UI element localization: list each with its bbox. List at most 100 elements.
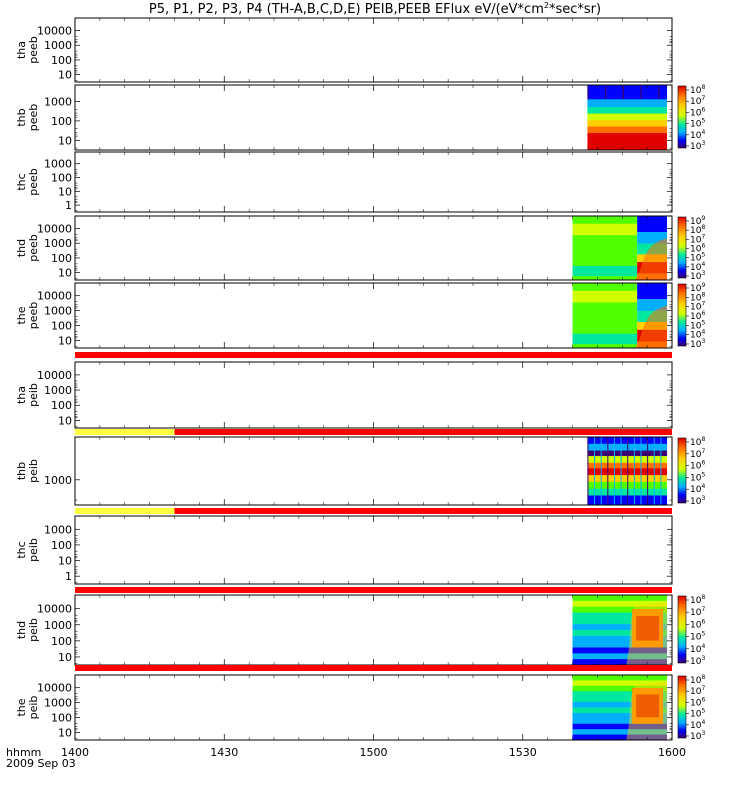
y-tick-label: 1000 (44, 384, 72, 397)
panel-probe-label: thc (15, 541, 28, 558)
panel-product-label: peeb (27, 104, 40, 132)
panel-probe-label: thb (15, 108, 28, 126)
colorbar-tick-label: 105 (690, 319, 705, 331)
colorbar (677, 595, 687, 664)
colorbar (677, 85, 687, 149)
colorbar-tick-label: 107 (690, 95, 705, 107)
spectrum-cell (640, 86, 642, 100)
y-tick-label: 100 (51, 320, 72, 333)
y-tick-label: 1 (65, 570, 72, 583)
spectrum-cell (572, 734, 668, 741)
y-tick-label: 1000 (44, 39, 72, 52)
spectrum-cell (572, 680, 668, 687)
spectrum-cell (587, 133, 668, 151)
panel-frame (74, 151, 673, 213)
spectrum-cell (572, 696, 668, 703)
spectrum-cell (637, 283, 668, 300)
x-tick-label: 1400 (61, 746, 89, 759)
spectrum-cell (596, 86, 598, 100)
colorbar-tick-label: 103 (690, 495, 705, 507)
y-tick-label: 100 (51, 172, 72, 185)
colorbar-tick-label: 104 (690, 261, 705, 273)
panel-product-label: peeb (27, 234, 40, 262)
spectrum-cell (572, 702, 668, 708)
panel-product-label: peeb (27, 36, 40, 64)
y-tick-label: 10000 (37, 369, 72, 382)
x-tick-label: 1500 (360, 746, 388, 759)
panel-product-label: peeb (27, 302, 40, 330)
flag-segment-red (174, 508, 672, 514)
spectrum-cell (649, 86, 651, 100)
panel-thc-peib: 1000 100 10 1 thc peib (15, 515, 673, 585)
colorbar (677, 437, 687, 504)
spectrum-cell (587, 99, 668, 108)
colorbar-tick-label: 108 (690, 594, 705, 606)
panel-product-label: peib (27, 538, 40, 562)
y-tick-label: 10000 (37, 290, 72, 303)
spectrum-cell (572, 223, 638, 236)
spectrum-cell (594, 437, 596, 505)
panel-frame (74, 84, 673, 151)
y-tick-label: 100 (51, 115, 72, 128)
spectrum-cell (627, 437, 629, 505)
colorbar-tick-label: 107 (690, 685, 705, 697)
colorbar-tick-label: 106 (690, 696, 705, 708)
spectrum-cell (587, 120, 668, 128)
flag-bar (75, 508, 672, 514)
colorbar-tick-label: 104 (690, 129, 705, 141)
y-tick-label: 1000 (44, 474, 72, 487)
spectrum-cell (605, 86, 607, 100)
y-tick-label: 1000 (44, 697, 72, 710)
y-tick-label: 10 (58, 267, 72, 280)
colorbar-tick-label: 107 (690, 448, 705, 460)
y-tick-label: 10 (58, 555, 72, 568)
panel-product-label: peib (27, 383, 40, 407)
spectrum-cell (653, 437, 655, 505)
spectrum-cell (622, 86, 625, 100)
x-tick-label: 1430 (210, 746, 238, 759)
y-tick-label: 100 (51, 399, 72, 412)
spectrum-cell (572, 723, 668, 730)
panel-product-label: peib (27, 696, 40, 720)
x-tick-label: 1600 (658, 746, 686, 759)
spectrum-cell (572, 641, 668, 648)
panel-product-label: peib (27, 618, 40, 642)
spectrum-cell (587, 113, 668, 121)
colorbar-tick-label: 103 (690, 338, 705, 350)
y-tick-label: 100 (51, 635, 72, 648)
colorbar-tick-label: 109 (690, 215, 705, 227)
spectrum-cell (572, 618, 668, 625)
panel-probe-label: tha (15, 386, 28, 404)
panel-probe-label: the (15, 306, 28, 324)
spectrum-cell (658, 86, 660, 100)
y-tick-label: 10 (58, 414, 72, 427)
panel-frame (74, 17, 673, 83)
spectrum-cell (572, 647, 668, 654)
colorbar-tick-label: 104 (690, 643, 705, 655)
y-tick-label: 1000 (44, 237, 72, 250)
spectrum-cell (572, 600, 668, 608)
colorbar-tick-label: 103 (690, 730, 705, 742)
colorbar-tick-label: 109 (690, 282, 705, 294)
colorbar-tick-label: 108 (690, 674, 705, 686)
spectrum-cell (572, 595, 668, 602)
spectrum-cell (636, 616, 660, 641)
flag-segment-red (174, 429, 672, 435)
y-tick-label: 100 (51, 712, 72, 725)
flag-bar (75, 429, 672, 435)
panel-frame (74, 436, 673, 506)
spectrum-cell (640, 437, 642, 505)
panel-the-peeb: 10000 1000 100 10 the peeb 1091081071061051041… (15, 282, 705, 350)
colorbar-tick-label: 107 (690, 606, 705, 618)
chart-title: P5, P1, P2, P3, P4 (TH-A,B,C,D,E) PEIB,P… (149, 1, 601, 17)
colorbar-tick-label: 103 (690, 140, 705, 152)
flag-segment-red (75, 587, 672, 593)
spectrum-cell (647, 437, 649, 505)
colorbar-tick-label: 105 (690, 252, 705, 264)
flag-bar (75, 665, 672, 671)
spectrum-cell (613, 437, 615, 505)
panel-probe-label: tha (15, 41, 28, 59)
spectrum-cell (572, 659, 668, 666)
